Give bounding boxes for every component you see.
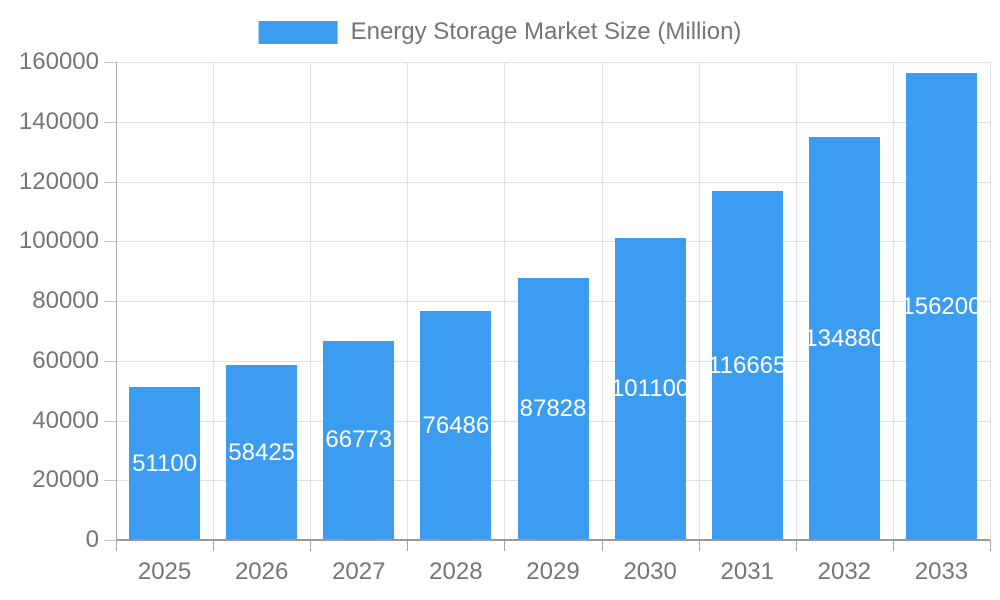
bar-value-label: 58425 (228, 438, 296, 466)
bar[interactable]: 156200 (901, 73, 981, 540)
v-gridline (601, 62, 603, 540)
bar-value-label: 66773 (325, 426, 393, 454)
y-axis-tick (104, 420, 116, 422)
v-gridline (698, 62, 700, 540)
x-axis-tick-label: 2026 (234, 558, 289, 585)
x-axis-tick-label: 2027 (332, 558, 386, 585)
x-axis-tick-label: 2031 (720, 558, 774, 585)
y-axis-tick-label: 20000 (32, 466, 99, 494)
legend-label: Energy Storage Market Size (Million) (350, 18, 742, 45)
bar-value-label: 134880 (804, 324, 885, 352)
x-axis-line (116, 539, 990, 541)
x-axis-tick (698, 540, 700, 551)
x-axis-tick (310, 540, 312, 551)
v-gridline (795, 62, 797, 540)
h-gridline (116, 121, 990, 123)
bar-value-label: 76486 (422, 411, 490, 439)
v-gridline (407, 62, 409, 540)
x-axis-tick (116, 540, 117, 551)
x-axis-tick (407, 540, 409, 551)
x-axis-tick (892, 540, 894, 551)
v-gridline (213, 62, 215, 540)
bar[interactable]: 66773 (323, 340, 395, 540)
y-axis-tick-label: 0 (85, 526, 99, 553)
x-axis-tick-label: 2028 (429, 558, 483, 585)
bar-value-label: 51100 (132, 449, 198, 477)
v-gridline (892, 62, 894, 540)
y-axis-line (116, 62, 117, 540)
x-axis-tick-label: 2032 (817, 558, 872, 585)
bar[interactable]: 58425 (226, 365, 298, 540)
y-axis-tick-label: 120000 (18, 167, 99, 195)
bar[interactable]: 134880 (804, 137, 884, 540)
y-axis-tick (104, 241, 116, 243)
y-axis-tick (104, 121, 116, 123)
y-axis-tick (104, 360, 116, 362)
y-axis-tick-label: 100000 (18, 227, 99, 255)
y-axis-tick (104, 181, 116, 183)
y-axis-tick (104, 301, 116, 302)
y-axis-tick-label: 40000 (32, 406, 99, 434)
bar[interactable]: 76486 (420, 311, 492, 540)
bar[interactable]: 101100 (611, 237, 689, 540)
h-gridline (116, 181, 990, 183)
h-gridline (116, 241, 990, 243)
x-axis-tick-label: 2025 (137, 558, 192, 585)
y-axis-tick (104, 480, 116, 482)
bar[interactable]: 116665 (708, 191, 786, 540)
bar[interactable]: 87828 (517, 277, 589, 540)
x-axis-tick-label: 2029 (526, 558, 580, 585)
bar-value-label: 116665 (708, 351, 787, 379)
v-gridline (310, 62, 312, 540)
y-axis-tick-label: 60000 (32, 346, 99, 374)
x-axis-tick (213, 540, 215, 551)
legend-swatch-icon (258, 20, 338, 44)
x-axis-tick (990, 540, 991, 551)
bar-value-label: 101100 (610, 374, 690, 402)
v-gridline (504, 62, 506, 540)
x-axis-tick-label: 2033 (914, 558, 969, 585)
v-gridline (990, 62, 991, 540)
y-axis-tick-label: 160000 (18, 48, 99, 75)
x-axis-tick-label: 2030 (623, 558, 677, 585)
y-axis-tick (104, 540, 116, 541)
y-axis-tick (104, 62, 116, 63)
y-axis-tick-label: 140000 (18, 107, 99, 135)
y-axis-tick-label: 80000 (32, 287, 99, 314)
legend-item[interactable]: Energy Storage Market Size (Million) (258, 18, 742, 46)
h-gridline (116, 62, 990, 63)
bar[interactable]: 51100 (129, 387, 201, 540)
x-axis-tick (795, 540, 797, 551)
bar-value-label: 87828 (519, 394, 587, 422)
bar-value-label: 156200 (901, 292, 982, 320)
x-axis-tick (504, 540, 506, 551)
x-axis-tick (601, 540, 603, 551)
